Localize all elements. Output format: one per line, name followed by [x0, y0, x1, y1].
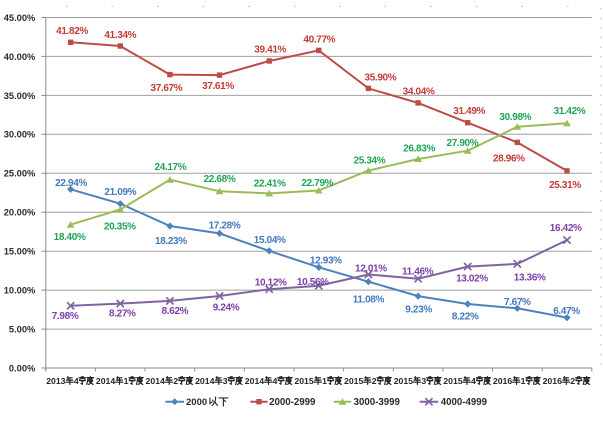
- svg-text:2015: 2015: [294, 376, 313, 386]
- svg-text:12.93%: 12.93%: [310, 256, 342, 267]
- svg-text:25.34%: 25.34%: [353, 156, 385, 167]
- svg-text:4: 4: [471, 376, 476, 386]
- svg-text:28.96%: 28.96%: [493, 154, 525, 165]
- svg-text:18.23%: 18.23%: [155, 236, 187, 247]
- svg-text:2016: 2016: [493, 376, 512, 386]
- svg-text:37.67%: 37.67%: [150, 83, 182, 94]
- svg-text:10.12%: 10.12%: [255, 278, 287, 289]
- svg-text:3000-3999: 3000-3999: [354, 397, 401, 408]
- svg-text:11.46%: 11.46%: [402, 267, 434, 278]
- svg-text:20.35%: 20.35%: [104, 222, 136, 233]
- svg-text:34.04%: 34.04%: [403, 86, 435, 97]
- svg-text:45.00%: 45.00%: [4, 13, 36, 23]
- svg-text:2015: 2015: [394, 376, 413, 386]
- svg-text:22.68%: 22.68%: [204, 174, 236, 185]
- svg-text:24.17%: 24.17%: [154, 162, 186, 173]
- svg-text:22.94%: 22.94%: [55, 178, 87, 189]
- svg-text:25.00%: 25.00%: [4, 169, 36, 179]
- svg-text:13.02%: 13.02%: [456, 274, 488, 285]
- svg-text:2015: 2015: [443, 376, 462, 386]
- svg-text:25.31%: 25.31%: [549, 180, 581, 191]
- svg-text:26.83%: 26.83%: [403, 144, 435, 155]
- svg-text:4000-4999: 4000-4999: [441, 397, 488, 408]
- svg-text:2015: 2015: [344, 376, 363, 386]
- svg-text:6.47%: 6.47%: [553, 306, 580, 317]
- svg-text:11.08%: 11.08%: [353, 295, 385, 306]
- svg-text:5.00%: 5.00%: [9, 325, 36, 335]
- svg-text:31.49%: 31.49%: [453, 106, 485, 117]
- svg-text:37.61%: 37.61%: [202, 81, 234, 92]
- svg-text:17.28%: 17.28%: [209, 220, 241, 231]
- svg-text:7.98%: 7.98%: [52, 311, 79, 322]
- svg-text:31.42%: 31.42%: [554, 106, 586, 117]
- svg-text:40.00%: 40.00%: [4, 52, 36, 62]
- svg-text:2000: 2000: [186, 397, 207, 408]
- svg-text:2000-2999: 2000-2999: [269, 397, 316, 408]
- svg-text:22.79%: 22.79%: [301, 178, 333, 189]
- svg-text:8.22%: 8.22%: [452, 312, 479, 323]
- svg-text:1: 1: [124, 376, 129, 386]
- svg-text:35.90%: 35.90%: [364, 72, 396, 83]
- svg-text:22.41%: 22.41%: [254, 178, 286, 189]
- svg-text:39.41%: 39.41%: [254, 45, 286, 56]
- svg-text:1: 1: [322, 376, 327, 386]
- svg-text:18.40%: 18.40%: [54, 232, 86, 243]
- svg-text:7.67%: 7.67%: [504, 297, 531, 308]
- svg-text:35.00%: 35.00%: [4, 91, 36, 101]
- svg-text:2014: 2014: [96, 376, 115, 386]
- svg-text:1: 1: [521, 376, 526, 386]
- svg-text:9.23%: 9.23%: [405, 305, 432, 316]
- svg-text:10.00%: 10.00%: [4, 286, 36, 296]
- svg-text:2014: 2014: [195, 376, 214, 386]
- svg-text:2014: 2014: [146, 376, 165, 386]
- svg-text:30.00%: 30.00%: [4, 130, 36, 140]
- svg-text:15.04%: 15.04%: [254, 235, 286, 246]
- svg-text:3: 3: [421, 376, 426, 386]
- svg-text:2013: 2013: [46, 376, 65, 386]
- svg-text:0.00%: 0.00%: [9, 363, 36, 373]
- svg-text:8.62%: 8.62%: [162, 306, 189, 317]
- svg-text:8.27%: 8.27%: [109, 308, 136, 319]
- svg-text:41.82%: 41.82%: [56, 26, 88, 37]
- svg-text:40.77%: 40.77%: [303, 34, 335, 45]
- svg-text:2014: 2014: [245, 376, 264, 386]
- svg-text:2: 2: [570, 376, 575, 386]
- svg-text:16.42%: 16.42%: [550, 223, 582, 234]
- svg-text:2016: 2016: [543, 376, 562, 386]
- svg-text:12.01%: 12.01%: [355, 263, 387, 274]
- svg-text:27.90%: 27.90%: [446, 138, 478, 149]
- svg-text:2: 2: [173, 376, 178, 386]
- svg-text:15.00%: 15.00%: [4, 247, 36, 257]
- svg-text:20.00%: 20.00%: [4, 208, 36, 218]
- svg-text:9.24%: 9.24%: [213, 303, 240, 314]
- svg-text:21.09%: 21.09%: [104, 187, 136, 198]
- svg-text:41.34%: 41.34%: [104, 30, 136, 41]
- svg-text:2: 2: [372, 376, 377, 386]
- svg-text:3: 3: [223, 376, 228, 386]
- svg-text:4: 4: [74, 376, 79, 386]
- svg-text:30.98%: 30.98%: [499, 112, 531, 123]
- svg-text:10.56%: 10.56%: [297, 277, 329, 288]
- svg-text:4: 4: [273, 376, 278, 386]
- svg-text:13.36%: 13.36%: [514, 272, 546, 283]
